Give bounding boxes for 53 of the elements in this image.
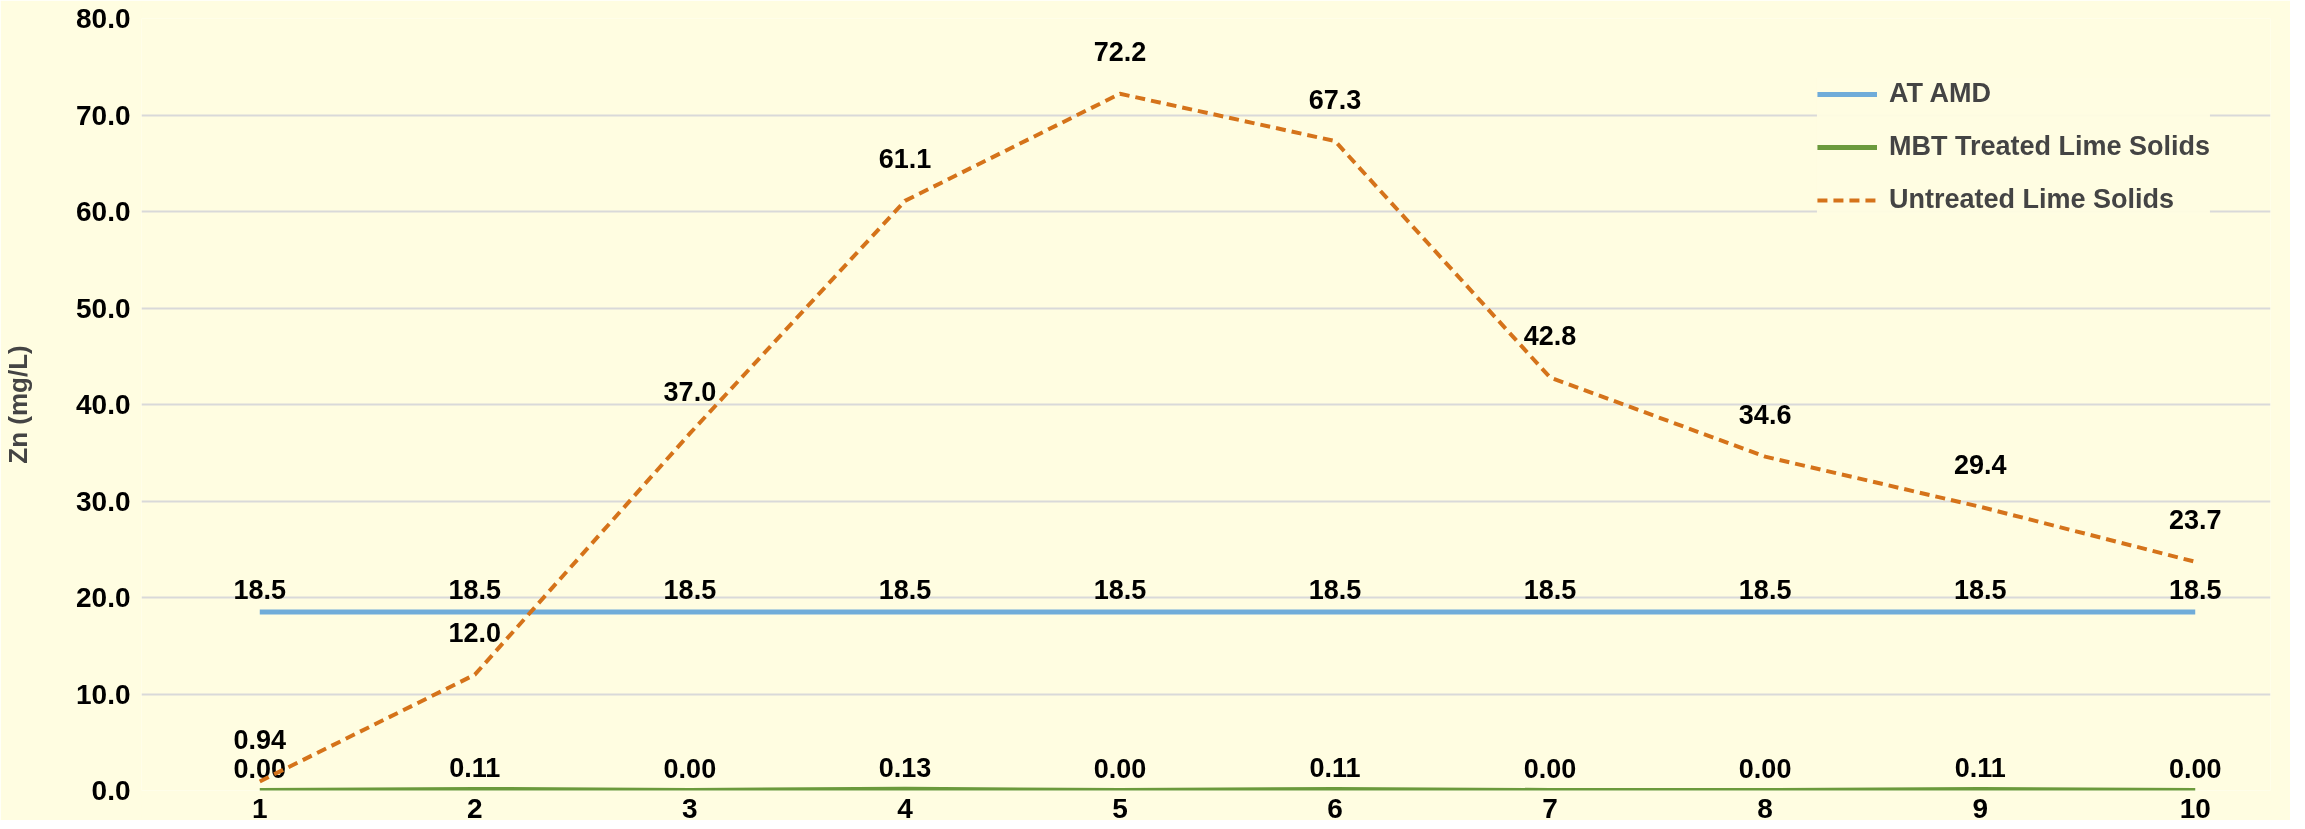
x-tick-label: 4 xyxy=(897,792,914,824)
data-label: 0.00 xyxy=(2168,754,2222,784)
data-label: 61.1 xyxy=(878,144,932,175)
data-label: 23.7 xyxy=(2168,505,2222,536)
data-label: 18.5 xyxy=(1738,575,1792,606)
legend-label: AT AMD xyxy=(1888,78,1991,109)
x-tick-label: 5 xyxy=(1112,792,1128,824)
data-label: 0.13 xyxy=(878,752,932,783)
data-label: 18.5 xyxy=(233,575,287,606)
data-label: 0.00 xyxy=(1738,754,1792,784)
x-tick-label: 10 xyxy=(2179,792,2211,824)
data-label: 18.5 xyxy=(2168,575,2222,606)
data-label: 18.5 xyxy=(663,575,717,606)
y-tick-label: 70.0 xyxy=(76,99,131,131)
data-label: 0.00 xyxy=(1523,754,1577,784)
x-tick-label: 7 xyxy=(1542,792,1558,824)
data-label: 0.11 xyxy=(1309,752,1361,783)
data-label: 18.5 xyxy=(1308,575,1362,606)
x-tick-label: 6 xyxy=(1327,792,1343,824)
data-label: 72.2 xyxy=(1093,37,1147,68)
data-label: 12.0 xyxy=(448,618,502,649)
data-label: 0.11 xyxy=(1954,752,2006,783)
data-label: 18.5 xyxy=(1953,575,2007,606)
y-tick-label: 20.0 xyxy=(76,582,131,613)
legend-label: MBT Treated Lime Solids xyxy=(1888,131,2210,162)
data-label: 0.00 xyxy=(233,754,287,784)
data-label: 29.4 xyxy=(1953,450,2007,481)
y-tick-label: 50.0 xyxy=(76,292,131,324)
data-label: 18.5 xyxy=(878,575,932,606)
data-label: 0.11 xyxy=(449,752,501,783)
y-tick-label: 40.0 xyxy=(76,389,131,420)
x-tick-label: 8 xyxy=(1757,792,1773,824)
y-axis-title: Zn (mg/L) xyxy=(3,345,33,464)
data-label: 42.8 xyxy=(1523,320,1577,351)
x-tick-label: 2 xyxy=(467,792,483,824)
legend-label: Untreated Lime Solids xyxy=(1888,184,2174,215)
y-tick-label: 0.0 xyxy=(91,775,131,806)
data-label: 34.6 xyxy=(1738,400,1792,431)
data-label: 0.00 xyxy=(1093,754,1147,784)
x-tick-label: 1 xyxy=(251,792,268,824)
y-tick-label: 30.0 xyxy=(76,485,131,517)
data-label: 0.00 xyxy=(663,754,717,784)
y-tick-label: 10.0 xyxy=(76,678,131,710)
data-label: 37.0 xyxy=(663,376,717,407)
data-label: 0.94 xyxy=(233,724,287,755)
data-label: 18.5 xyxy=(1093,575,1147,606)
data-label: 18.5 xyxy=(1523,575,1577,606)
data-label: 18.5 xyxy=(448,575,502,606)
y-tick-label: 60.0 xyxy=(76,196,131,227)
x-tick-label: 3 xyxy=(682,792,698,824)
y-tick-label: 80.0 xyxy=(76,3,131,34)
data-label: 67.3 xyxy=(1308,84,1362,115)
x-tick-label: 9 xyxy=(1972,792,1988,824)
